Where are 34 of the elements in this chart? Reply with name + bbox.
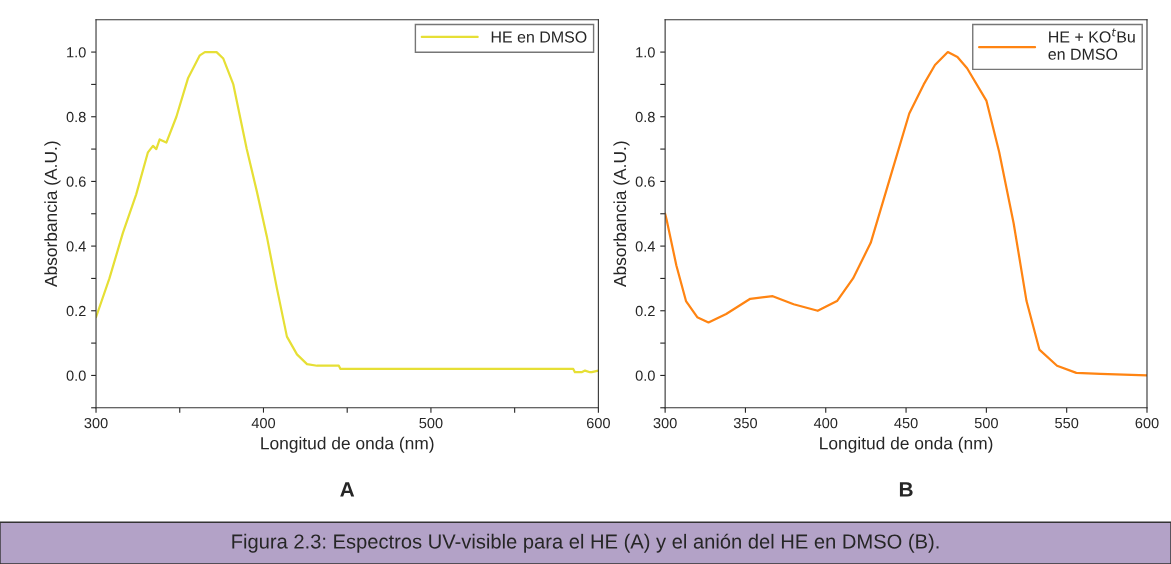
y-tick-label: 1.0 [636,47,655,58]
legend-label: HE en DMSO [491,31,587,43]
x-axis-title: Longitud de onda (nm) [261,436,434,453]
line-series [665,50,1147,377]
line-series [96,50,599,374]
y-axis-title: Absorbancia (A.U.) [613,141,630,288]
x-tick-label: 600 [1135,417,1159,429]
y-tick-label: 0.2 [66,305,86,317]
x-tick-label: 400 [251,417,276,429]
y-tick-label: 0.6 [66,176,86,187]
text: B [899,482,913,497]
x-tick-label: 300 [84,417,108,429]
y-tick-label: 0.8 [635,111,655,123]
x-tick-label: 550 [1055,417,1079,429]
x-tick-label: 350 [733,417,758,429]
x-tick-label: 400 [813,417,838,429]
y-tick-label: 0.0 [635,370,655,381]
x-tick-label: 300 [653,417,677,429]
x-tick-label: 500 [419,417,443,429]
text: A [340,482,355,497]
y-tick-label: 0.6 [635,176,655,187]
text: Figura 2.3: Espectros UV-visible para el HE (A) y el anión del HE en DMSO (B). [232,533,939,553]
x-axis-title: Longitud de onda (nm) [820,436,993,453]
y-tick-label: 1.0 [67,47,86,58]
y-axis-title: Absorbancia (A.U.) [44,141,61,288]
y-tick-label: 0.4 [66,241,86,252]
y-tick-label: 0.2 [635,305,655,317]
x-tick-label: 450 [894,417,918,429]
legend-label: HE + KO$^{t}$Bu en DMSO [1048,28,1135,60]
x-tick-label: 600 [586,417,610,429]
x-tick-label: 500 [974,417,998,429]
y-tick-label: 0.4 [635,241,655,252]
y-tick-label: 0.8 [66,111,86,123]
y-tick-label: 0.0 [66,370,86,381]
